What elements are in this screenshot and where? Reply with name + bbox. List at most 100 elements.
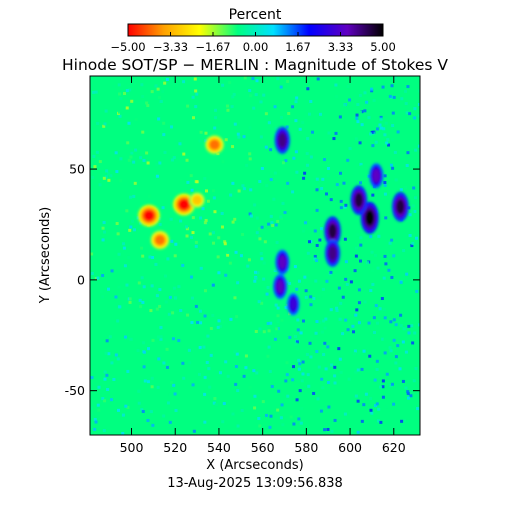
texture-pixel (162, 361, 166, 365)
texture-pixel (303, 171, 307, 175)
texture-pixel (379, 385, 383, 389)
texture-pixel (341, 332, 345, 336)
texture-pixel (171, 311, 175, 315)
texture-pixel (375, 127, 379, 131)
texture-pixel (398, 367, 402, 371)
texture-pixel (356, 103, 360, 107)
texture-pixel (151, 423, 155, 427)
texture-pixel (286, 181, 290, 185)
texture-pixel (265, 184, 269, 188)
texture-pixel (413, 331, 417, 335)
texture-pixel (240, 408, 244, 412)
texture-pixel (304, 295, 308, 299)
texture-pixel (396, 344, 400, 348)
texture-pixel (275, 241, 279, 245)
texture-pixel (231, 181, 235, 185)
texture-pixel (275, 327, 279, 331)
texture-pixel (382, 127, 386, 131)
texture-pixel (362, 403, 366, 407)
texture-pixel (116, 232, 120, 236)
texture-pixel (306, 373, 310, 377)
texture-pixel (394, 178, 398, 182)
texture-pixel (119, 157, 123, 161)
texture-pixel (110, 398, 114, 402)
texture-pixel (216, 325, 220, 329)
texture-pixel (309, 99, 313, 103)
texture-pixel (236, 424, 240, 428)
heatmap-feature (155, 235, 165, 245)
texture-pixel (190, 321, 194, 325)
texture-pixel (298, 127, 302, 131)
colorbar-tick-label: 1.67 (285, 40, 311, 54)
texture-pixel (394, 323, 398, 327)
texture-pixel (185, 234, 189, 238)
texture-pixel (165, 365, 169, 369)
texture-pixel (116, 357, 120, 361)
texture-pixel (305, 353, 309, 357)
texture-pixel (149, 309, 153, 313)
texture-pixel (326, 167, 330, 171)
texture-pixel (90, 376, 94, 380)
texture-pixel (412, 186, 416, 190)
texture-pixel (226, 374, 230, 378)
texture-pixel (330, 363, 334, 367)
texture-pixel (138, 298, 142, 302)
x-axis-label: X (Arcseconds) (206, 458, 303, 473)
texture-pixel (406, 390, 410, 394)
texture-pixel (214, 403, 218, 407)
texture-pixel (114, 151, 118, 155)
texture-pixel (222, 217, 226, 221)
texture-pixel (253, 270, 257, 274)
texture-pixel (372, 331, 376, 335)
texture-pixel (371, 144, 375, 148)
texture-pixel (249, 188, 253, 192)
texture-pixel (203, 314, 207, 318)
texture-pixel (309, 295, 313, 299)
texture-pixel (367, 174, 371, 178)
texture-pixel (146, 347, 150, 351)
texture-pixel (315, 188, 319, 192)
texture-pixel (417, 114, 420, 118)
texture-pixel (154, 262, 158, 266)
texture-pixel (199, 321, 203, 325)
texture-pixel (157, 117, 161, 121)
texture-pixel (156, 385, 160, 389)
texture-pixel (286, 79, 290, 83)
texture-pixel (140, 246, 144, 250)
texture-pixel (172, 286, 176, 290)
texture-pixel (149, 410, 153, 414)
texture-pixel (204, 189, 208, 193)
texture-pixel (276, 408, 280, 412)
x-axis: 500 520 540 560 580 600 620 (120, 76, 406, 455)
texture-pixel (284, 159, 288, 163)
texture-pixel (97, 385, 101, 389)
texture-pixel (129, 195, 133, 199)
texture-pixel (179, 178, 183, 182)
plot-frame (89, 75, 421, 436)
texture-pixel (131, 219, 135, 223)
texture-pixel (190, 188, 194, 192)
texture-pixel (222, 402, 226, 406)
texture-pixel (191, 95, 195, 99)
texture-pixel (256, 271, 260, 275)
texture-pixel (356, 368, 360, 372)
texture-pixel (300, 407, 304, 411)
texture-pixel (195, 92, 199, 96)
texture-pixel (146, 104, 150, 108)
texture-pixel (321, 341, 325, 345)
texture-pixel (96, 276, 100, 280)
texture-pixel (121, 413, 125, 417)
texture-pixel (141, 130, 145, 134)
texture-pixel (106, 172, 110, 176)
texture-pixel (301, 121, 305, 125)
y-tick-label: -50 (65, 383, 85, 398)
texture-pixel (158, 161, 162, 165)
texture-pixel (371, 269, 375, 273)
texture-pixel (126, 147, 130, 151)
texture-pixel (318, 112, 322, 116)
texture-pixel (302, 176, 306, 180)
texture-pixel (245, 163, 249, 167)
texture-pixel (325, 279, 329, 283)
texture-pixel (323, 341, 327, 345)
texture-pixel (375, 368, 379, 372)
